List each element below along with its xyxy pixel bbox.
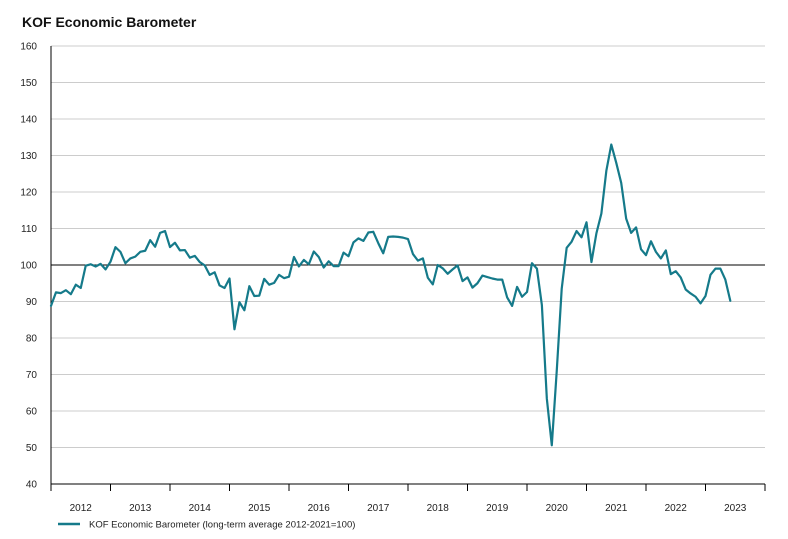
legend-label: KOF Economic Barometer (long-term averag… (89, 520, 355, 531)
x-tick-label: 2021 (605, 503, 628, 514)
y-tick-label: 130 (20, 151, 37, 162)
y-tick-label: 90 (26, 297, 38, 308)
x-tick-label: 2019 (486, 503, 509, 514)
axis-layer: 40 50 60 70 80 90 100 110 120 130 140 150 160 2012 201… (20, 42, 766, 514)
y-tick-label: 80 (26, 334, 38, 345)
y-tick-label: 140 (20, 115, 37, 126)
series-layer (49, 143, 732, 447)
y-tick-label: 50 (26, 443, 38, 454)
series-line-0 (49, 143, 732, 447)
y-tick-label: 70 (26, 370, 38, 381)
y-tick-label: 160 (20, 42, 37, 53)
legend: KOF Economic Barometer (long-term averag… (58, 520, 355, 531)
grid-layer (51, 45, 765, 448)
x-tick-label: 2022 (665, 503, 688, 514)
x-tick-label: 2013 (129, 503, 152, 514)
x-tick-label: 2018 (427, 503, 450, 514)
y-tick-label: 40 (26, 480, 38, 491)
x-tick-label: 2017 (367, 503, 390, 514)
x-tick-label: 2012 (70, 503, 93, 514)
y-tick-label: 150 (20, 78, 37, 89)
x-tick-label: 2016 (308, 503, 331, 514)
y-tick-label: 100 (20, 261, 37, 272)
x-tick-label: 2015 (248, 503, 271, 514)
x-tick-label: 2014 (189, 503, 212, 514)
y-tick-label: 120 (20, 188, 37, 199)
x-tick-label: 2023 (724, 503, 747, 514)
y-tick-label: 110 (21, 224, 37, 235)
y-tick-label: 60 (26, 407, 38, 418)
x-tick-label: 2020 (546, 503, 569, 514)
chart-title: KOF Economic Barometer (22, 14, 197, 30)
